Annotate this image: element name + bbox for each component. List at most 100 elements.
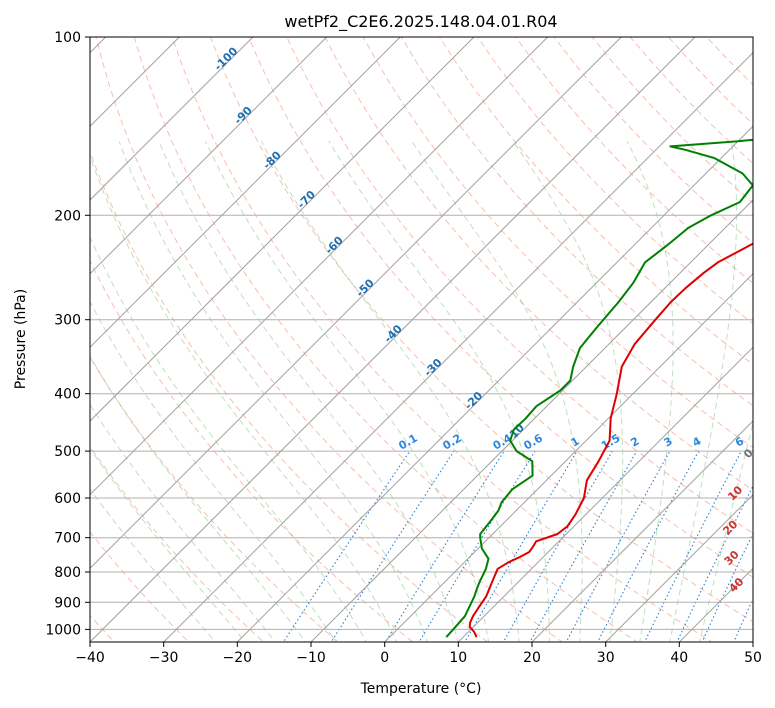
dry-adiabats <box>90 37 753 642</box>
dry-adiabat-line <box>286 37 753 534</box>
mixing-ratio-label: 3 <box>662 435 675 450</box>
moist-adiabat-line <box>90 403 276 642</box>
moist-adiabat-label: 0 <box>741 446 756 461</box>
x-tick-label: −20 <box>223 650 253 666</box>
x-tick-label: 10 <box>449 650 467 666</box>
x-tick-label: 30 <box>597 650 615 666</box>
dry-adiabat-label: -70 <box>295 188 318 211</box>
isotherm-line <box>90 37 622 570</box>
plot-area: -100-90-80-70-60-50-40-30-20-10010203040… <box>90 37 775 654</box>
chart-title: wetPf2_C2E6.2025.148.04.01.R04 <box>284 12 557 32</box>
isotherm-line <box>310 199 753 642</box>
x-tick-label: −10 <box>296 650 326 666</box>
moist-adiabat-line <box>118 141 429 642</box>
dry-adiabat-line <box>400 37 753 407</box>
mixing-ratio-label: 8 <box>762 435 775 450</box>
x-axis-label: Temperature (°C) <box>360 681 482 697</box>
isotherm-line <box>90 37 254 201</box>
dry-adiabat-line <box>90 259 414 642</box>
dry-adiabat-line <box>362 37 753 449</box>
isotherm-line <box>90 37 401 349</box>
moist-adiabat-line <box>669 141 738 642</box>
dry-adiabat-line <box>248 37 753 578</box>
moist-adiabat-line <box>90 300 337 642</box>
y-axis-label: Pressure (hPa) <box>13 289 29 389</box>
mixing-ratio-line <box>753 451 775 654</box>
y-tick-label: 700 <box>54 531 81 547</box>
dry-adiabat-line <box>515 37 753 284</box>
profile-traces <box>445 138 753 638</box>
moist-adiabat-line <box>158 141 459 642</box>
dry-adiabat-label: -50 <box>354 276 377 299</box>
dry-adiabat-label: -30 <box>421 356 444 379</box>
mixing-ratio-line <box>282 450 411 642</box>
dry-adiabat-line <box>95 37 564 642</box>
x-tick-label: 20 <box>523 650 541 666</box>
moist-adiabat-line <box>411 141 583 642</box>
dry-adiabat-line <box>667 37 753 125</box>
mixing-ratio-label: 2 <box>628 435 641 450</box>
mixing-ratio-line <box>643 450 742 642</box>
isotherm-line <box>457 346 753 642</box>
y-tick-label: 900 <box>54 595 81 611</box>
moist-adiabat-label: 20 <box>720 517 740 537</box>
dry-adiabat-label: -100 <box>212 44 241 73</box>
x-axis-ticks: −40 −30 −20 −10 0 10 20 30 40 50 <box>75 642 762 666</box>
moist-adiabat-line <box>260 141 520 642</box>
moist-adiabat-line <box>90 355 307 642</box>
y-tick-label: 200 <box>54 208 81 224</box>
plot-frame <box>89 36 754 643</box>
dry-adiabat-line <box>209 37 753 623</box>
x-tick-label: −30 <box>149 650 179 666</box>
isotherm-line <box>752 641 753 642</box>
isotherm-line <box>384 272 753 642</box>
x-tick-label: −40 <box>75 650 105 666</box>
dry-adiabat-label: -90 <box>232 104 255 127</box>
x-tick-label: 40 <box>670 650 688 666</box>
moist-adiabat-line <box>512 141 624 642</box>
mixing-ratio-line <box>502 450 613 642</box>
mixing-ratio-label: 0.6 <box>522 431 546 452</box>
dry-adiabat-line <box>90 445 265 642</box>
y-axis-ticks: 100 200 300 400 500 600 700 800 900 1000 <box>45 30 90 638</box>
x-tick-label: 50 <box>744 650 762 666</box>
moist-adiabat-line <box>90 235 367 642</box>
dry-adiabat-line <box>324 37 753 491</box>
moist-adiabat-line <box>205 141 490 642</box>
dry-adiabat-line <box>133 37 638 642</box>
moist-adiabat-line <box>90 447 246 642</box>
isotherm-line <box>678 567 753 642</box>
moist-adiabats <box>90 141 753 642</box>
dry-adiabat-line <box>90 150 489 642</box>
isotherm-line <box>90 37 328 275</box>
isotherm-line <box>90 37 549 496</box>
y-tick-label: 600 <box>54 491 81 507</box>
dewpoint-trace <box>445 138 753 638</box>
x-tick-label: 0 <box>380 650 389 666</box>
mixing-ratio-line <box>597 450 700 642</box>
y-tick-label: 300 <box>54 313 81 329</box>
dry-adiabat-label: -20 <box>462 389 485 412</box>
mixing-ratio-label: 0.1 <box>396 432 419 453</box>
y-tick-label: 1000 <box>45 622 81 638</box>
moist-adiabat-line <box>328 141 550 642</box>
moist-adiabat-line <box>699 421 753 642</box>
isotherm-line <box>90 37 696 642</box>
isotherm-line <box>236 125 753 642</box>
mixing-ratio-labels: 0.10.20.40.611.52346810131620253036 <box>396 431 775 453</box>
dry-adiabat-line <box>629 37 753 165</box>
y-tick-label: 400 <box>54 387 81 403</box>
dry-adiabat-label: -80 <box>261 148 284 171</box>
isotherm-line <box>90 37 475 422</box>
isotherm-line <box>163 51 753 642</box>
mixing-ratio-line <box>330 450 455 642</box>
isotherm-line <box>605 493 753 642</box>
dry-adiabat-line <box>90 531 190 642</box>
isotherm-gridlines <box>90 37 753 642</box>
moist-adiabat-line <box>626 141 674 642</box>
moist-adiabat-label: 30 <box>722 548 742 568</box>
y-tick-label: 100 <box>54 30 81 46</box>
moist-adiabat-line <box>90 154 398 642</box>
pressure-gridlines <box>90 37 753 630</box>
